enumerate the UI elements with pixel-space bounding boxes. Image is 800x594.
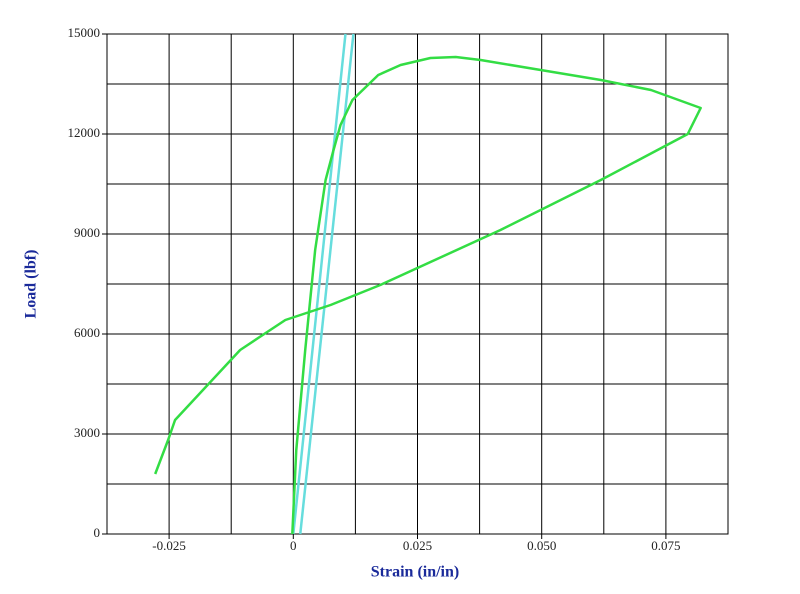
y-axis-title: Load (lbf) <box>23 250 40 319</box>
y-tick-label: 12000 <box>68 125 101 140</box>
data-line <box>292 33 347 535</box>
x-tick-label: 0 <box>290 538 297 553</box>
x-tick-label: 0.075 <box>651 538 680 553</box>
y-tick-label: 6000 <box>74 325 100 340</box>
x-tick-label: -0.025 <box>152 538 186 553</box>
y-tick-label: 9000 <box>74 225 100 240</box>
y-tick-label: 3000 <box>74 425 100 440</box>
x-tick-label: 0.050 <box>527 538 556 553</box>
y-tick-label: 0 <box>94 525 101 540</box>
data-line <box>154 55 702 535</box>
y-tick-label: 15000 <box>68 25 101 40</box>
x-tick-label: 0.025 <box>403 538 432 553</box>
x-axis-title: Strain (in/in) <box>371 564 459 581</box>
